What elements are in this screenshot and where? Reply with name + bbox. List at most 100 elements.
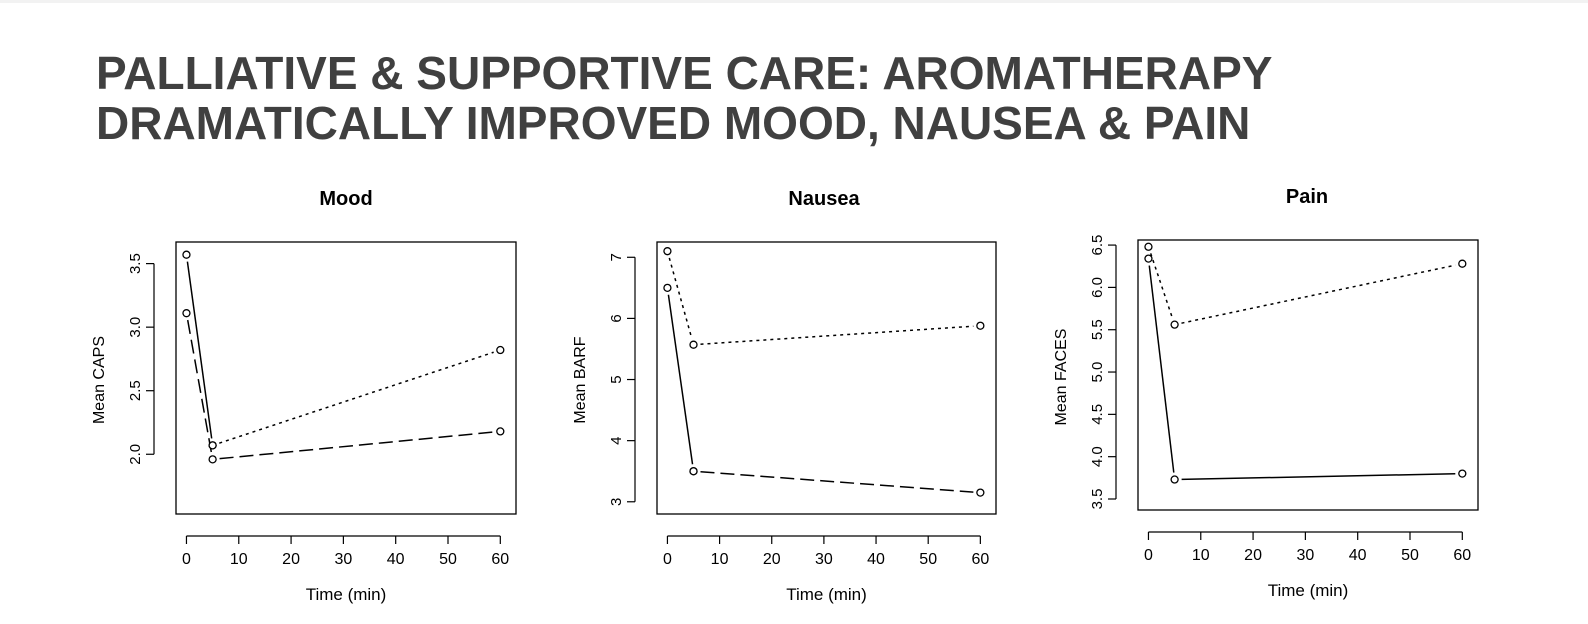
- x-tick-label: 30: [334, 551, 352, 568]
- data-point: [182, 309, 191, 318]
- x-axis-label: Time (min): [786, 585, 867, 604]
- chart-title: Mood: [319, 188, 372, 210]
- data-point: [976, 321, 985, 330]
- x-axis-label: Time (min): [1268, 581, 1349, 600]
- data-point: [1458, 469, 1467, 478]
- x-axis: 0 10 20 30 40 50 60: [182, 535, 509, 568]
- y-tick-label: 4: [608, 436, 625, 444]
- series-solid: [182, 250, 217, 450]
- x-tick-label: 30: [1296, 547, 1314, 564]
- series-dashed: [182, 309, 505, 464]
- y-axis-label: Mean FACES: [1053, 329, 1070, 426]
- data-point: [1458, 259, 1467, 268]
- plot-frame: [1137, 239, 1479, 511]
- x-tick-label: 10: [230, 551, 248, 568]
- x-tick-label: 10: [711, 551, 729, 568]
- data-point: [182, 250, 191, 259]
- x-tick-label: 0: [182, 551, 191, 568]
- series-segment: [1181, 264, 1456, 324]
- series-dotted: [208, 345, 505, 450]
- slide-title-line-2: DRAMATICALLY IMPROVED MOOD, NAUSEA & PAI…: [96, 97, 1251, 149]
- series-segment: [700, 470, 974, 493]
- series-solid: [663, 283, 698, 476]
- y-axis-label: Mean CAPS: [91, 336, 108, 424]
- y-tick-label: 6.0: [1089, 277, 1106, 298]
- x-axis: 0 10 20 30 40 50 60: [663, 535, 989, 568]
- series-segment: [1148, 265, 1175, 473]
- series-segment: [1149, 253, 1174, 319]
- y-tick-label: 2.5: [127, 380, 144, 401]
- series-segment: [186, 261, 213, 439]
- data-point: [208, 441, 217, 450]
- x-tick-label: 10: [1192, 547, 1210, 564]
- x-tick-label: 0: [1144, 547, 1153, 564]
- series-segment: [700, 325, 974, 345]
- x-tick-label: 20: [282, 551, 300, 568]
- y-tick-label: 6: [608, 314, 625, 322]
- top-rule: [0, 0, 1588, 3]
- y-axis-label: Mean BARF: [572, 336, 589, 423]
- series-dashed: [689, 467, 985, 497]
- data-point: [1144, 242, 1153, 251]
- slide-title: PALLIATIVE & SUPPORTIVE CARE: AROMATHERA…: [96, 48, 1396, 148]
- data-point: [663, 283, 672, 292]
- y-tick-label: 7: [608, 253, 625, 261]
- y-tick-label: 5.0: [1089, 362, 1106, 383]
- series-segment: [667, 294, 694, 465]
- y-axis: 3 4 5 6 7: [608, 253, 636, 506]
- data-point: [496, 427, 505, 436]
- x-tick-label: 20: [763, 551, 781, 568]
- y-tick-label: 4.5: [1089, 404, 1106, 425]
- series-dotted: [1144, 242, 1467, 329]
- slide-title-line-1: PALLIATIVE & SUPPORTIVE CARE: AROMATHERA…: [96, 47, 1273, 99]
- x-tick-label: 50: [1401, 547, 1419, 564]
- x-tick-label: 50: [439, 551, 457, 568]
- chart-title: Pain: [1286, 186, 1328, 208]
- data-point: [208, 455, 217, 464]
- y-tick-label: 3.0: [127, 317, 144, 338]
- y-tick-label: 5.5: [1089, 319, 1106, 340]
- x-tick-label: 50: [919, 551, 937, 568]
- y-axis: 2.0 2.5 3.0 3.5: [127, 253, 155, 465]
- y-tick-label: 3: [608, 498, 625, 506]
- series-segment: [1181, 472, 1456, 481]
- x-tick-label: 60: [971, 551, 989, 568]
- series-segment: [219, 431, 494, 460]
- y-tick-label: 6.5: [1089, 235, 1106, 256]
- data-point: [1144, 254, 1153, 263]
- x-tick-label: 0: [663, 551, 672, 568]
- data-point: [663, 247, 672, 256]
- y-tick-label: 5: [608, 375, 625, 383]
- chart-panel-3: Pain 0 10 20 30 40 50 60 Time (min) 3.5 4.0 4.5 5.0 5…: [1053, 186, 1479, 600]
- x-axis: 0 10 20 30 40 50 60: [1144, 531, 1471, 564]
- series-dotted: [663, 247, 985, 349]
- x-tick-label: 20: [1244, 547, 1262, 564]
- data-point: [1170, 320, 1179, 329]
- series-segment: [219, 351, 494, 444]
- chart-panel-1: Mood 0 10 20 30 40 50 60 Time (min) 2.0 2.5 3.0 3.5 M…: [91, 188, 517, 604]
- y-axis: 3.5 4.0 4.5 5.0 5.5 6.0 6.5: [1089, 235, 1117, 510]
- data-point: [689, 467, 698, 476]
- data-point: [1170, 475, 1179, 484]
- y-tick-label: 3.5: [1089, 489, 1106, 510]
- chart-title: Nausea: [788, 188, 860, 210]
- y-tick-label: 4.0: [1089, 446, 1106, 467]
- plot-frame: [656, 241, 997, 515]
- data-point: [976, 488, 985, 497]
- x-tick-label: 40: [1349, 547, 1367, 564]
- series-solid: [1144, 254, 1467, 484]
- chart-panel-2: Nausea 0 10 20 30 40 50 60 Time (min) 3 4 5 6 7 Mean B…: [572, 188, 997, 604]
- series-segment: [186, 319, 213, 453]
- x-tick-label: 30: [815, 551, 833, 568]
- x-tick-label: 60: [491, 551, 509, 568]
- x-tick-label: 40: [387, 551, 405, 568]
- x-tick-label: 40: [867, 551, 885, 568]
- x-axis-label: Time (min): [306, 585, 387, 604]
- data-point: [496, 345, 505, 355]
- data-point: [689, 340, 698, 349]
- plot-frame: [175, 241, 517, 515]
- y-tick-label: 2.0: [127, 444, 144, 465]
- x-tick-label: 60: [1453, 547, 1471, 564]
- y-tick-label: 3.5: [127, 253, 144, 274]
